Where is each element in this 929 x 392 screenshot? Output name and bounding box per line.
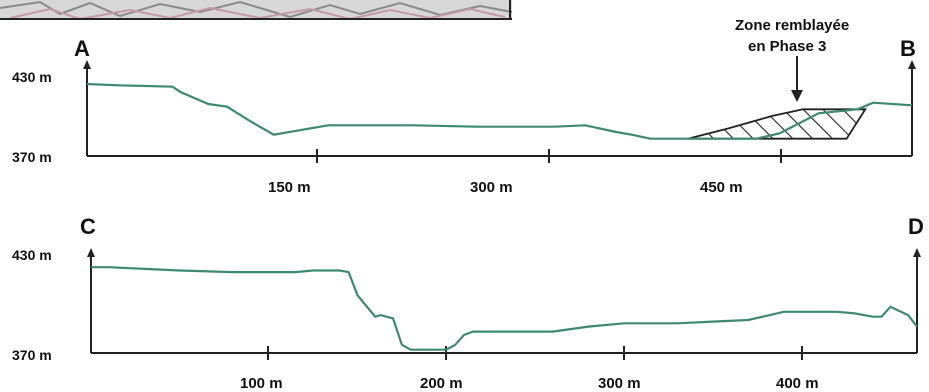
- profile-start-label: C: [80, 214, 96, 239]
- x-tick-label: 400 m: [776, 375, 819, 392]
- x-tick-label: 150 m: [268, 179, 311, 196]
- profile-start-label: A: [74, 36, 90, 61]
- x-tick-label: 300 m: [470, 179, 513, 196]
- terrain-line: [91, 266, 918, 351]
- altitude-top-label: 430 m: [12, 247, 52, 263]
- profile-cd: C D 430 m 370 m 100 m 200 m 300 m 400 m: [12, 214, 924, 392]
- backfilled-zone: [687, 108, 867, 140]
- profile-ab: A B 430 m 370 m 150 m 300 m 450 m Zone r…: [12, 17, 916, 196]
- arrow-up-icon: [87, 248, 95, 257]
- altitude-bottom-label: 370 m: [12, 347, 52, 363]
- arrow-up-icon: [83, 60, 91, 69]
- arrow-up-icon: [908, 60, 916, 69]
- map-thumbnail-strip: [0, 0, 512, 20]
- x-tick-label: 300 m: [598, 375, 641, 392]
- annotation-line-2: en Phase 3: [748, 38, 826, 55]
- altitude-top-label: 430 m: [12, 69, 52, 85]
- arrow-up-icon: [913, 248, 921, 257]
- profile-end-label: D: [908, 214, 924, 239]
- arrow-down-icon: [791, 90, 803, 102]
- x-tick-label: 200 m: [420, 375, 463, 392]
- altitude-bottom-label: 370 m: [12, 149, 52, 165]
- x-tick-label: 100 m: [240, 375, 283, 392]
- x-tick-label: 450 m: [700, 179, 743, 196]
- terrain-line: [86, 82, 913, 140]
- profile-end-label: B: [900, 36, 916, 61]
- annotation-line-1: Zone remblayée: [735, 17, 849, 34]
